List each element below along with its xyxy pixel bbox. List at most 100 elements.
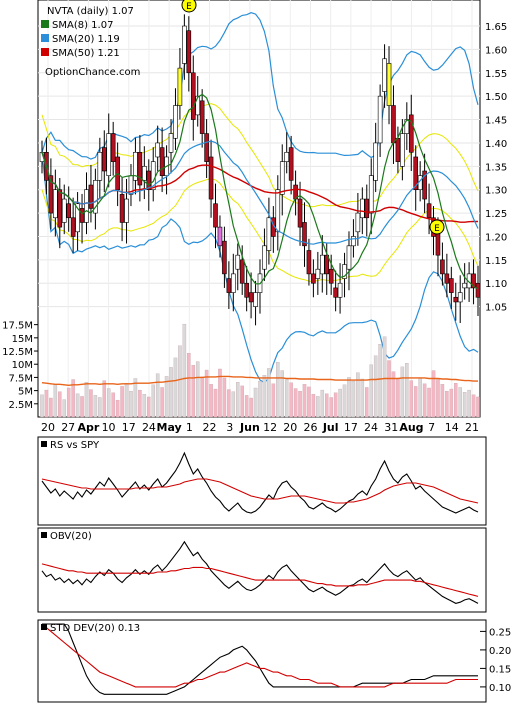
x-tick-label: 3 <box>226 421 233 434</box>
volume-bar <box>195 361 200 418</box>
volume-bar <box>436 379 440 418</box>
candle-body <box>248 292 254 303</box>
candle-body <box>53 189 58 219</box>
candle-body <box>204 133 209 162</box>
candle-body <box>70 217 76 237</box>
legend-label-rs: RS vs SPY <box>50 440 100 451</box>
candle-body <box>444 273 450 284</box>
candle-body <box>235 254 241 270</box>
x-tick-label: 17 <box>344 421 358 434</box>
std-average-line <box>42 627 478 688</box>
volume-bar <box>164 376 169 418</box>
volume-bar <box>129 390 133 418</box>
volume-bar <box>58 391 62 418</box>
volume-bar <box>276 361 280 418</box>
candle-body <box>133 151 138 181</box>
volume-bar <box>400 366 405 418</box>
volume-bar <box>391 371 396 418</box>
legend-swatch-obv <box>41 532 47 538</box>
volume-bar <box>289 382 293 418</box>
candle-body <box>337 282 343 298</box>
legend-label-sma8: SMA(8) 1.07 <box>52 20 113 31</box>
x-tick-label: 17 <box>122 421 136 434</box>
volume-bar <box>138 389 142 418</box>
price-tick-label: 1.25 <box>485 209 507 220</box>
candle-body <box>137 151 143 186</box>
candle-body <box>306 250 312 275</box>
earnings-marker-label: E <box>434 224 440 234</box>
axes: 1.65 1.60 1.55 1.50 1.45 1.40 1.35 1.30 1.25 1.20… <box>2 22 511 694</box>
legend-label-price: NVTA (daily) 1.07 <box>47 6 134 17</box>
volume-bar <box>267 368 271 418</box>
candle-body <box>302 222 307 247</box>
price-tick-label: 1.65 <box>485 22 507 33</box>
std-tick-label: 0.15 <box>489 664 511 675</box>
candle-body <box>319 254 325 275</box>
earnings-marker-1: E <box>181 0 197 13</box>
obv-line <box>41 540 479 604</box>
std-tick-label: 0.10 <box>489 683 511 694</box>
candle-body <box>315 268 321 279</box>
legend-label-sma20: SMA(20) 1.19 <box>52 34 120 45</box>
x-tick-label: 27 <box>61 421 75 434</box>
volume-bar <box>249 397 253 418</box>
earnings-marker-label: E <box>186 2 192 12</box>
volume-bar <box>311 394 316 418</box>
std-line <box>42 623 478 695</box>
candle-body <box>324 254 330 275</box>
volume-tick-label: 5M <box>18 387 33 398</box>
x-tick-label: 20 <box>283 421 297 434</box>
volume-bar <box>120 386 124 418</box>
candle-body <box>364 198 370 219</box>
volume-bars <box>40 323 480 418</box>
volume-bar <box>471 394 476 418</box>
volume-bar <box>40 394 44 418</box>
volume-bar <box>253 387 258 418</box>
indicator-lines <box>41 451 479 695</box>
x-tick-label: Jul <box>322 421 339 434</box>
candle-body <box>328 268 334 284</box>
rs-average-line <box>41 478 479 504</box>
volume-bar <box>298 390 302 418</box>
volume-bar <box>440 384 445 418</box>
volume-bar <box>133 378 138 418</box>
volume-tick-label: 15M <box>12 334 33 345</box>
candle-body <box>106 133 112 176</box>
price-tick-label: 1.30 <box>485 186 507 197</box>
candle-body <box>159 147 165 176</box>
candle-body <box>279 161 285 195</box>
candle-body <box>173 105 178 139</box>
volume-bar <box>431 370 436 418</box>
legend-swatch-std <box>41 624 47 630</box>
candle-body <box>382 58 387 92</box>
volume-bar <box>209 384 213 418</box>
candle-body <box>266 217 272 251</box>
candle-body <box>368 175 374 214</box>
volume-bar <box>53 384 58 418</box>
volume-bar <box>293 388 298 418</box>
rs-panel-frame <box>37 436 487 526</box>
volume-bar <box>258 380 262 418</box>
earnings-marker-circle <box>429 219 445 235</box>
volume-bar <box>204 369 209 418</box>
volume-bar <box>413 386 418 418</box>
candle-body <box>75 203 80 233</box>
candle-body <box>342 264 347 279</box>
candle-body <box>471 273 476 289</box>
x-tick-label: Aug <box>399 421 423 434</box>
volume-bar <box>244 395 249 418</box>
sma20-line <box>41 140 479 245</box>
candle-body <box>182 25 187 64</box>
volume-bar <box>80 396 84 418</box>
volume-bar <box>66 387 71 418</box>
candle-body <box>119 194 125 223</box>
volume-bar <box>378 344 382 418</box>
rs-line <box>41 451 479 514</box>
volume-bar <box>356 372 360 418</box>
candle-body <box>351 236 356 247</box>
price-tick-label: 1.40 <box>485 139 507 150</box>
candle-body <box>168 133 174 153</box>
legend-swatch-sma50 <box>41 48 49 56</box>
candle-body <box>199 100 205 134</box>
candle-body <box>373 142 378 181</box>
